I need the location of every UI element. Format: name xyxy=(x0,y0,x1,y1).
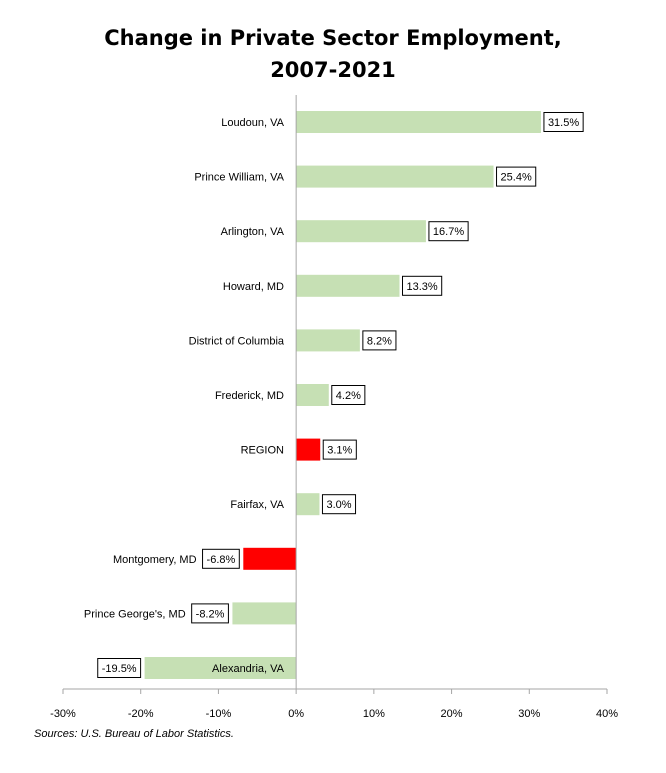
bar-2 xyxy=(296,220,426,243)
data-label: -8.2% xyxy=(196,608,225,620)
bar-10 xyxy=(144,657,297,679)
bar-5 xyxy=(296,384,329,406)
category-label: Prince George's, MD xyxy=(84,608,186,620)
category-label: Montgomery, MD xyxy=(113,554,197,566)
category-label: Alexandria, VA xyxy=(212,663,285,675)
category-label: REGION xyxy=(241,445,284,457)
category-label: District of Columbia xyxy=(189,335,285,347)
x-tick-label: -30% xyxy=(50,708,76,720)
category-label: Loudoun, VA xyxy=(221,117,284,129)
x-tick-label: -10% xyxy=(206,708,232,720)
bar-1 xyxy=(296,165,494,188)
category-label: Arlington, VA xyxy=(221,226,285,238)
x-tick-label: 30% xyxy=(518,708,540,720)
chart-title: Change in Private Sector Employment, 200… xyxy=(0,22,666,86)
data-label: 16.7% xyxy=(433,226,464,238)
bar-0 xyxy=(296,111,541,133)
x-tick-label: 20% xyxy=(441,708,463,720)
chart-title-line-2: 2007-2021 xyxy=(270,58,396,82)
bar-7 xyxy=(296,493,320,516)
data-label: 25.4% xyxy=(501,172,532,184)
data-label-box-0 xyxy=(543,112,584,132)
source-note: Sources: U.S. Bureau of Labor Statistics… xyxy=(34,728,234,740)
data-label-box-1 xyxy=(496,166,537,187)
bar-8 xyxy=(243,547,297,570)
data-label: 8.2% xyxy=(367,335,392,347)
data-label-box-8 xyxy=(202,548,240,569)
bar-9 xyxy=(232,602,297,625)
data-label-box-2 xyxy=(428,221,469,242)
data-label-box-5 xyxy=(331,385,366,405)
data-label-box-3 xyxy=(402,275,443,296)
data-label: 4.2% xyxy=(336,390,361,402)
x-tick-label: 40% xyxy=(596,708,618,720)
category-label: Prince William, VA xyxy=(194,172,284,184)
data-label: 31.5% xyxy=(548,117,579,129)
bar-4 xyxy=(296,329,360,352)
data-label-box-4 xyxy=(362,330,397,351)
x-tick-label: -20% xyxy=(128,708,154,720)
bar-6 xyxy=(296,438,321,461)
category-label: Frederick, MD xyxy=(215,390,284,402)
chart-title-line-1: Change in Private Sector Employment, xyxy=(104,26,562,50)
bar-3 xyxy=(296,274,400,297)
data-label-box-10 xyxy=(97,658,142,678)
data-label: 3.0% xyxy=(326,499,351,511)
data-label: -19.5% xyxy=(102,663,137,675)
data-label-box-9 xyxy=(191,603,229,624)
x-tick-label: 0% xyxy=(288,708,304,720)
category-label: Fairfax, VA xyxy=(230,499,284,511)
data-label: 3.1% xyxy=(327,445,352,457)
data-label-box-7 xyxy=(321,494,357,515)
category-label: Howard, MD xyxy=(223,281,284,293)
data-label: -6.8% xyxy=(207,554,236,566)
data-label-box-6 xyxy=(322,439,357,460)
x-tick-label: 10% xyxy=(363,708,385,720)
data-label: 13.3% xyxy=(407,281,438,293)
